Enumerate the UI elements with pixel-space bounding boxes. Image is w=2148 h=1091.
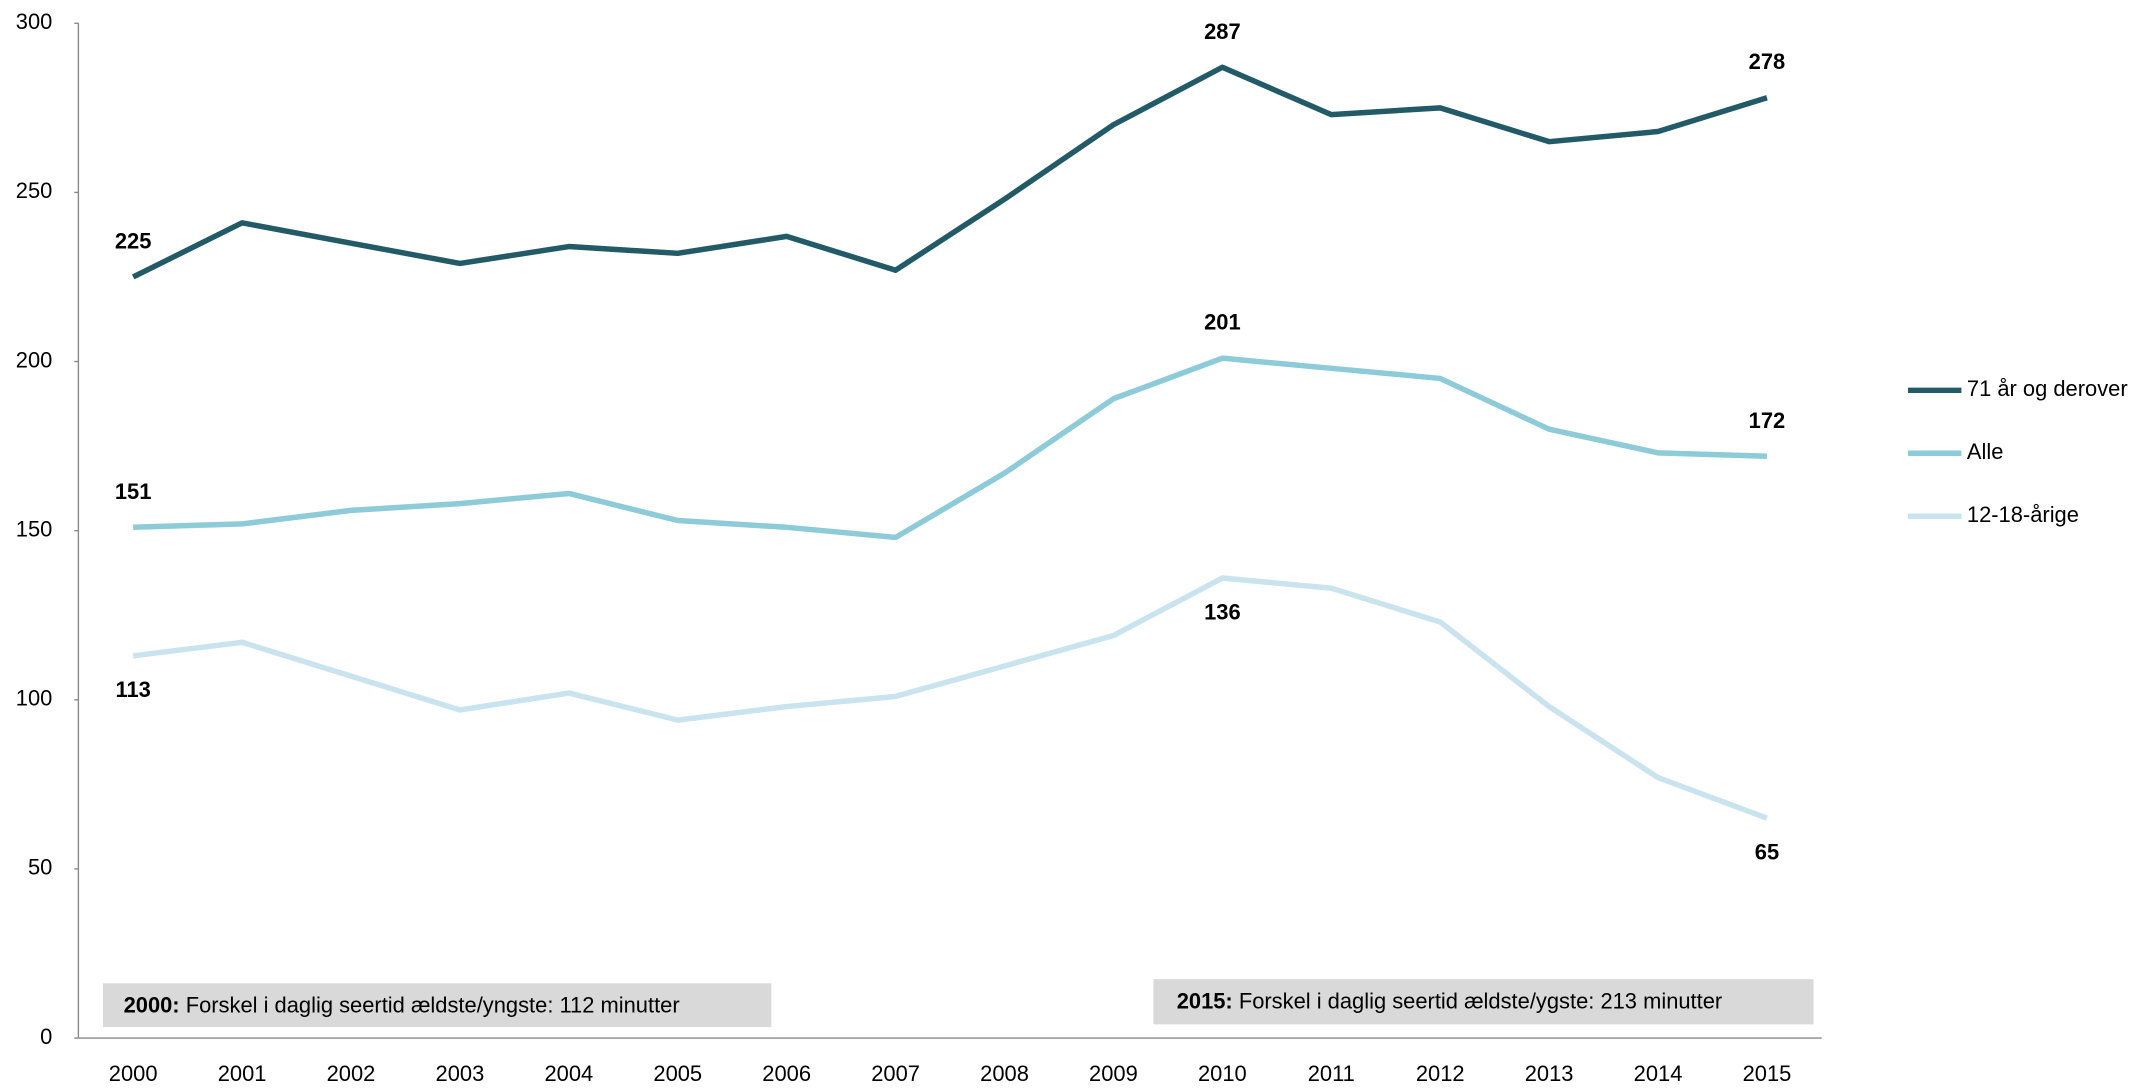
y-tick-label: 300 [16, 9, 53, 34]
series-line [132, 575, 1768, 821]
x-tick-label: 2005 [653, 1061, 702, 1086]
annotation-text: Forskel i daglig seertid ældste/ygste: 2… [1239, 988, 1722, 1013]
x-tick-label: 2000 [109, 1061, 158, 1086]
data-label: 136 [1204, 599, 1241, 624]
x-tick-label: 2007 [871, 1061, 920, 1086]
x-tick-label: 2011 [1308, 1061, 1355, 1086]
x-tick-label: 2003 [436, 1061, 485, 1086]
annotation-bold: 2015: [1177, 988, 1233, 1013]
annotation: 2000: Forskel i daglig seertid ældste/yn… [124, 992, 680, 1017]
x-tick-label: 2010 [1198, 1061, 1247, 1086]
x-tick-label: 2004 [544, 1061, 593, 1086]
series-line [133, 355, 1768, 541]
data-label: 113 [115, 677, 150, 702]
series-line [131, 64, 1768, 280]
x-tick-label: 2006 [762, 1061, 811, 1086]
data-label: 287 [1204, 19, 1241, 44]
x-tick-label: 2012 [1416, 1061, 1465, 1086]
y-tick-label: 100 [16, 686, 53, 711]
annotation: 2015: Forskel i daglig seertid ældste/yg… [1177, 988, 1723, 1013]
legend-label: 71 år og derover [1967, 376, 2128, 401]
x-tick-label: 2009 [1089, 1061, 1138, 1086]
legend-label: Alle [1967, 439, 2004, 464]
data-label: 151 [115, 479, 152, 504]
y-tick-label: 150 [16, 516, 53, 541]
y-tick-label: 50 [28, 855, 52, 880]
y-tick-label: 0 [40, 1024, 52, 1049]
data-label: 225 [115, 229, 152, 254]
x-tick-label: 2001 [218, 1061, 267, 1086]
y-tick-label: 200 [16, 347, 53, 372]
x-tick-label: 2014 [1634, 1061, 1683, 1086]
annotation-box [103, 983, 772, 1028]
data-label: 278 [1749, 49, 1786, 74]
x-tick-label: 2015 [1743, 1061, 1792, 1086]
x-tick-label: 2002 [327, 1061, 376, 1086]
data-label: 201 [1204, 310, 1241, 335]
annotation-text: Forskel i daglig seertid ældste/yngste: … [186, 992, 680, 1017]
data-label: 65 [1755, 840, 1779, 865]
x-tick-label: 2013 [1525, 1061, 1574, 1086]
legend-label: 12-18-årige [1967, 502, 2079, 527]
y-tick-label: 250 [16, 178, 53, 203]
annotation-bold: 2000: [124, 992, 180, 1017]
x-tick-label: 2008 [980, 1061, 1029, 1086]
data-label: 172 [1749, 408, 1786, 433]
annotation-box [1153, 979, 1814, 1025]
